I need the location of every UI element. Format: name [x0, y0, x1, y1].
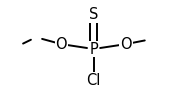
Text: S: S — [89, 7, 98, 22]
Text: O: O — [120, 37, 132, 52]
Text: O: O — [55, 37, 67, 52]
Text: P: P — [89, 41, 98, 57]
Text: Cl: Cl — [86, 73, 101, 88]
